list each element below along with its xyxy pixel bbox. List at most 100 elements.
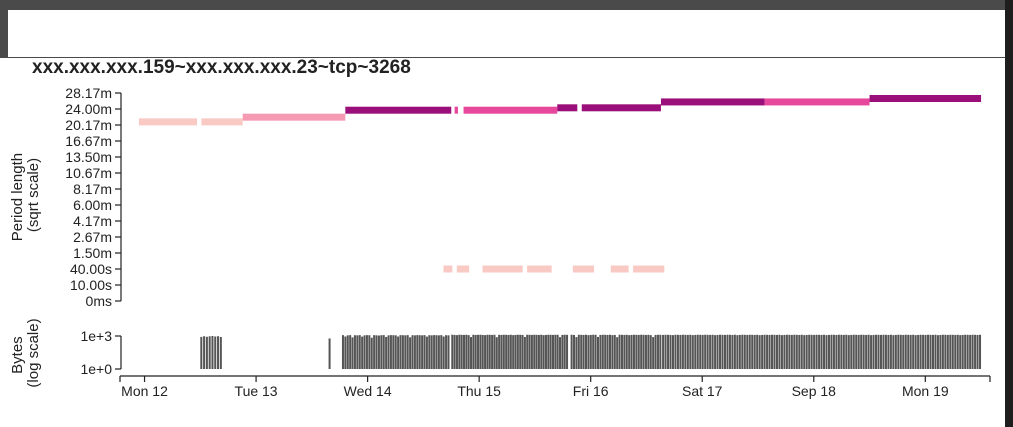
bytes-bar bbox=[563, 334, 566, 369]
bytes-bar bbox=[554, 334, 557, 369]
period-tick-label: 10.00s bbox=[70, 277, 112, 293]
bytes-bar bbox=[523, 336, 526, 369]
bytes-bar bbox=[516, 334, 519, 369]
bytes-bar bbox=[775, 334, 778, 369]
period-tick-label: 24.00m bbox=[65, 101, 112, 117]
bytes-tick-label: 1e+3 bbox=[80, 328, 112, 344]
bytes-bar bbox=[927, 334, 930, 369]
bytes-bar bbox=[884, 334, 887, 369]
bytes-bar bbox=[341, 335, 344, 369]
x-tick-label: Mon 19 bbox=[902, 383, 949, 399]
bytes-bar bbox=[892, 335, 895, 369]
bytes-y-label-line1: Bytes bbox=[9, 336, 26, 374]
bytes-bar bbox=[818, 334, 821, 369]
bytes-bar bbox=[505, 334, 508, 369]
bytes-bar bbox=[899, 334, 902, 369]
bytes-bar bbox=[601, 334, 604, 369]
bytes-bar bbox=[743, 334, 746, 369]
period-y-label: Period length (sqrt scale) bbox=[9, 149, 42, 242]
bytes-bar bbox=[644, 334, 647, 369]
bytes-bar bbox=[445, 335, 448, 369]
bytes-bar bbox=[547, 334, 550, 369]
bytes-bar bbox=[549, 334, 552, 369]
bytes-bar bbox=[832, 334, 835, 369]
bytes-bar bbox=[689, 334, 692, 369]
bytes-bar bbox=[625, 334, 628, 369]
bytes-bar bbox=[205, 336, 208, 369]
bytes-bar bbox=[649, 335, 652, 369]
bytes-bar bbox=[346, 335, 349, 369]
bytes-bar bbox=[604, 334, 607, 369]
bytes-bar bbox=[805, 334, 808, 369]
bytes-bar bbox=[894, 334, 897, 369]
bytes-bar bbox=[763, 334, 766, 369]
bytes-bar bbox=[200, 336, 203, 369]
bytes-bar bbox=[795, 334, 798, 369]
bytes-bar bbox=[971, 334, 974, 369]
bytes-tick-label: 1e+0 bbox=[80, 361, 112, 377]
bytes-bar bbox=[537, 334, 540, 369]
bytes-bar bbox=[500, 334, 503, 369]
bytes-bar bbox=[530, 334, 533, 369]
period-segment bbox=[242, 113, 346, 121]
bytes-bar bbox=[404, 335, 407, 369]
period-segment bbox=[454, 106, 458, 114]
bytes-bar bbox=[684, 334, 687, 369]
bytes-bar bbox=[389, 335, 392, 369]
period-segment bbox=[443, 265, 453, 273]
bytes-bar bbox=[753, 334, 756, 369]
time-x-axis: Mon 12 Tue 13 Wed 14 Thu 15 Fri 16 Sat 17 Sep … bbox=[119, 375, 991, 399]
bytes-bar bbox=[773, 334, 776, 369]
bytes-bar bbox=[788, 334, 791, 369]
bytes-bar bbox=[691, 335, 694, 369]
bytes-bar bbox=[368, 335, 371, 369]
bytes-bar bbox=[931, 334, 934, 369]
bytes-axis: 1e+3 1e+0 bbox=[80, 328, 122, 377]
bytes-bar bbox=[397, 336, 400, 369]
bytes-bar bbox=[637, 334, 640, 369]
bytes-bar bbox=[394, 335, 397, 369]
bytes-bar bbox=[365, 335, 368, 369]
bytes-bar bbox=[437, 335, 440, 369]
bytes-bar bbox=[862, 334, 865, 369]
bytes-bar bbox=[810, 334, 813, 369]
bytes-bar bbox=[860, 334, 863, 369]
bytes-bar bbox=[969, 334, 972, 369]
bytes-bar bbox=[976, 334, 979, 369]
period-tick-label: 28.17m bbox=[65, 85, 112, 101]
bytes-bar bbox=[919, 334, 922, 369]
bytes-bar bbox=[217, 336, 220, 369]
bytes-bar bbox=[768, 334, 771, 369]
bytes-bar bbox=[879, 334, 882, 369]
bytes-bar bbox=[741, 334, 744, 369]
x-tick-label: Tue 13 bbox=[235, 383, 278, 399]
bytes-bar bbox=[416, 335, 419, 369]
x-tick-label: Sat 17 bbox=[682, 383, 723, 399]
bytes-bar bbox=[731, 334, 734, 369]
bytes-bar bbox=[748, 334, 751, 369]
bytes-bar bbox=[375, 335, 378, 369]
bytes-bar bbox=[681, 334, 684, 369]
bytes-bar bbox=[827, 334, 830, 369]
bytes-bar bbox=[409, 337, 412, 369]
bytes-bar bbox=[385, 336, 388, 369]
bytes-bar bbox=[628, 335, 631, 369]
bytes-y-label: Bytes (log scale) bbox=[9, 318, 42, 387]
bytes-bar bbox=[533, 334, 536, 369]
bytes-bar bbox=[620, 334, 623, 369]
bytes-bar bbox=[857, 334, 860, 369]
bytes-bar bbox=[889, 334, 892, 369]
bytes-bar bbox=[577, 334, 580, 369]
bytes-bar bbox=[877, 334, 880, 369]
period-tick-label: 10.67m bbox=[65, 165, 112, 181]
bytes-bar bbox=[514, 334, 517, 369]
bytes-bar bbox=[455, 335, 458, 369]
bytes-bar bbox=[736, 335, 739, 369]
bytes-bar bbox=[460, 334, 463, 369]
period-segment bbox=[581, 104, 661, 112]
bytes-bar bbox=[813, 334, 816, 369]
bytes-bar bbox=[488, 334, 491, 369]
bytes-bar bbox=[214, 336, 217, 369]
bytes-bar bbox=[491, 334, 494, 369]
